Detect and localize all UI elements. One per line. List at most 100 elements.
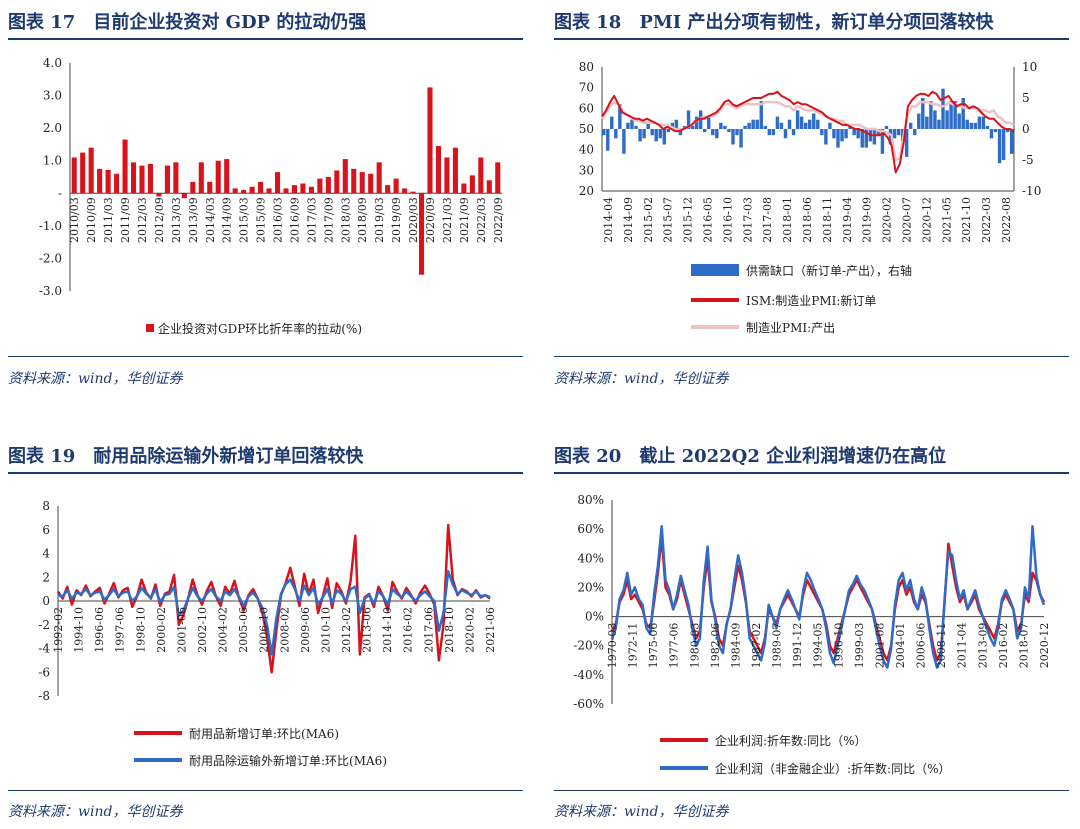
chart-20-x-tick-label: 1984-09 [729, 623, 742, 669]
chart-18-gap-bar [852, 129, 856, 136]
chart-18-gap-bar [892, 129, 897, 139]
chart-19-y-tick-label: -2 [38, 618, 50, 632]
chart-18-gap-bar [953, 101, 957, 129]
chart-18-gap-bar [767, 129, 772, 136]
chart-17-bar [469, 175, 475, 194]
chart-18-gap-bar [888, 129, 893, 145]
chart-18-x-tick-label: 2016-10 [721, 197, 734, 243]
chart-17-x-tick-label: 2016/03 [272, 197, 285, 243]
chart-17-bar [122, 139, 128, 194]
chart-18-yl-tick-label: 60 [579, 101, 594, 115]
chart-17-x-tick-label: 2020/09 [424, 197, 437, 243]
panel-17-bottom-rule [8, 356, 523, 357]
chart-18-gap-bar [618, 104, 622, 129]
panel-19-bottom-rule [8, 790, 523, 791]
chart-20-x-tick-label: 1980-03 [688, 623, 701, 669]
chart-17-bar [130, 162, 137, 194]
chart-17-y-tick-label: 3.0 [43, 89, 62, 103]
chart-17-bar [139, 165, 145, 194]
chart-19-x-tick-label: 1992-02 [52, 607, 65, 653]
chart-18-gap-bar [763, 125, 768, 129]
chart-18-yr-tick-label: 10 [1022, 60, 1037, 74]
chart-18-gap-bar [925, 116, 929, 129]
chart-17-x-tick-label: 2012/09 [153, 197, 166, 243]
chart-19-x-tick-label: 2010-10 [319, 607, 332, 653]
chart-18-gap-bar [921, 98, 925, 129]
chart-17-bar [351, 168, 357, 194]
chart-17-bar [164, 165, 170, 194]
chart-18-gap-bar [812, 113, 816, 129]
chart-17-bar [308, 186, 314, 194]
chart-18-gap-bar [723, 125, 727, 129]
chart-18-x-tick-label: 2022-03 [980, 197, 993, 243]
chart-18-gap-bar [864, 129, 868, 148]
chart-18-gap-bar [941, 88, 945, 129]
chart-17-x-tick-label: 2018/03 [339, 197, 352, 243]
chart-17-bar [97, 168, 103, 194]
chart-17-bar [495, 162, 501, 194]
chart-18-gap-bar [969, 122, 974, 129]
chart-17-bar [435, 146, 442, 194]
chart-17-bar [241, 190, 247, 194]
chart-18-gap-bar [1009, 129, 1014, 154]
chart-18-gap-bar [816, 119, 820, 129]
chart-17-bar [402, 188, 408, 194]
chart-17-x-tick-label: 2011/09 [119, 197, 132, 243]
chart-17-y-tick-label: -1.0 [39, 219, 62, 233]
chart-17-bar [258, 181, 264, 194]
chart-19-y-tick-label: 2 [42, 570, 50, 584]
chart-19-x-tick-label: 2001-06 [175, 607, 188, 653]
chart-18-yl-tick-label: 20 [579, 184, 594, 198]
chart-20-x-tick-label: 1996-10 [832, 623, 845, 669]
chart-20-y-tick-label: -40% [573, 668, 604, 682]
chart-18-gap-bar [896, 129, 901, 136]
chart-18-yr-tick-label: 5 [1022, 91, 1030, 105]
chart-17-x-tick-label: 2012/03 [136, 197, 149, 243]
chart-17-x-tick-label: 2021/09 [458, 197, 471, 243]
chart-18-yl-tick-label: 30 [579, 163, 594, 177]
chart-19-x-tick-label: 2013-06 [361, 607, 374, 653]
chart-18-x-tick-label: 2018-11 [821, 197, 834, 243]
panel-20-title: 图表 20 截止 2022Q2 企业利润增速仍在高位 [554, 446, 947, 467]
chart-18-x-tick-label: 2020-07 [901, 197, 914, 243]
chart-17-x-tick-label: 2022/09 [492, 197, 505, 243]
chart-18-gap-bar [917, 113, 921, 129]
chart-17-x-tick-label: 2013/03 [170, 197, 183, 243]
chart-18-gap-bar [694, 116, 699, 129]
chart-18-x-tick-label: 2018-06 [801, 197, 814, 243]
chart-19-x-tick-label: 1998-10 [134, 607, 147, 653]
chart-17-x-tick-label: 2021/03 [441, 197, 454, 243]
chart-17-y-tick-label: - [58, 186, 62, 200]
chart-17-bar [368, 173, 374, 194]
chart-17-bar [376, 162, 382, 194]
chart-18-gap-bar [860, 129, 864, 148]
chart-17-bar [114, 173, 120, 194]
chart-20-x-tick-label: 2004-01 [894, 623, 907, 669]
chart-18-x-tick-label: 2019-04 [841, 197, 854, 243]
chart-18-gap-bar [715, 129, 719, 139]
chart-17-bar [410, 191, 416, 194]
chart-17-bar [444, 157, 450, 194]
chart-20-x-tick-label: 2011-04 [956, 623, 969, 669]
chart-20-x-tick-label: 2001-08 [873, 623, 886, 669]
chart-19-y-tick-label: 0 [42, 594, 50, 608]
chart-18-x-tick-label: 2015-07 [662, 197, 675, 243]
chart-18-x-tick-label: 2021-05 [940, 197, 953, 243]
chart-20-y-tick-label: 0% [585, 610, 604, 624]
chart-18-legend-output-label: 制造业PMI:产出 [746, 321, 835, 335]
chart-18-gap-bar [707, 116, 711, 129]
chart-17-x-tick-label: 2019/03 [373, 197, 386, 243]
chart-18-gap-bar [751, 119, 755, 129]
chart-18-x-tick-label: 2020-02 [881, 197, 894, 243]
chart-17-bar [80, 152, 86, 194]
chart-20-corporate-profits: 80% 60% 40% 20% 0% -20% -40% -60% 1970-03 1972-11… [573, 493, 1051, 776]
chart-18-gap-bar [634, 125, 638, 129]
chart-18-yl-tick-label: 70 [579, 81, 594, 95]
chart-19-x-tick-label: 2000-02 [155, 607, 168, 653]
chart-19-x-tick-label: 2004-02 [217, 607, 230, 653]
chart-18-gap-bar [973, 122, 978, 129]
chart-17-legend-label: 企业投资对GDP环比折年率的拉动(%) [158, 321, 362, 336]
chart-18-x-tick-label: 2022-08 [1000, 197, 1013, 243]
chart-18-gap-bar [602, 129, 606, 136]
chart-18-gap-bar [702, 129, 707, 133]
